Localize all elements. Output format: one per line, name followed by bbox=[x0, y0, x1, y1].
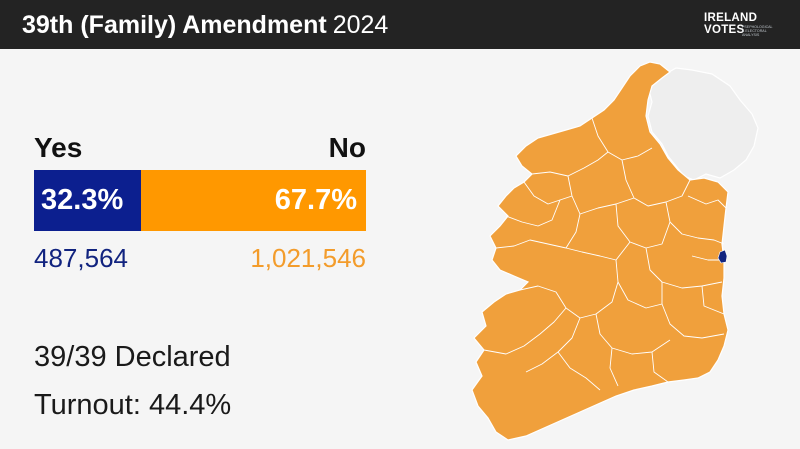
no-percent: 67.7% bbox=[274, 184, 357, 216]
logo-tagline: Psephological & Electoral Analysis bbox=[742, 25, 773, 37]
logo-line-2: VOTES bbox=[704, 24, 745, 36]
logo-line-1: IRELAND bbox=[704, 12, 758, 24]
yes-percent: 32.3% bbox=[41, 184, 124, 216]
result-bar: 32.3% 67.7% bbox=[34, 170, 366, 231]
turnout-figure: Turnout: 44.4% bbox=[34, 389, 232, 421]
no-vote-count: 1,021,546 bbox=[250, 243, 366, 273]
title-year: 2024 bbox=[332, 11, 389, 39]
no-label: No bbox=[328, 132, 366, 163]
header-bar: 39th (Family) Amendment 2024 IRELAND VOTE… bbox=[0, 0, 800, 49]
yes-constituency-marker bbox=[717, 249, 728, 264]
constituency-boundaries bbox=[483, 117, 727, 391]
republic-of-ireland-region bbox=[471, 61, 729, 441]
yes-bar-segment: 32.3% bbox=[34, 170, 142, 231]
northern-ireland-region bbox=[647, 67, 759, 181]
no-bar-segment: 67.7% bbox=[141, 170, 366, 231]
yes-label: Yes bbox=[34, 132, 83, 163]
ireland-votes-logo: IRELAND VOTES Psephological & Electoral … bbox=[704, 12, 776, 40]
declared-count: 39/39 Declared bbox=[34, 341, 231, 373]
ireland-results-map bbox=[462, 56, 772, 446]
yes-vote-count: 487,564 bbox=[34, 243, 128, 273]
title-main: 39th (Family) Amendment bbox=[22, 11, 327, 39]
page-title: 39th (Family) Amendment 2024 bbox=[22, 10, 388, 40]
